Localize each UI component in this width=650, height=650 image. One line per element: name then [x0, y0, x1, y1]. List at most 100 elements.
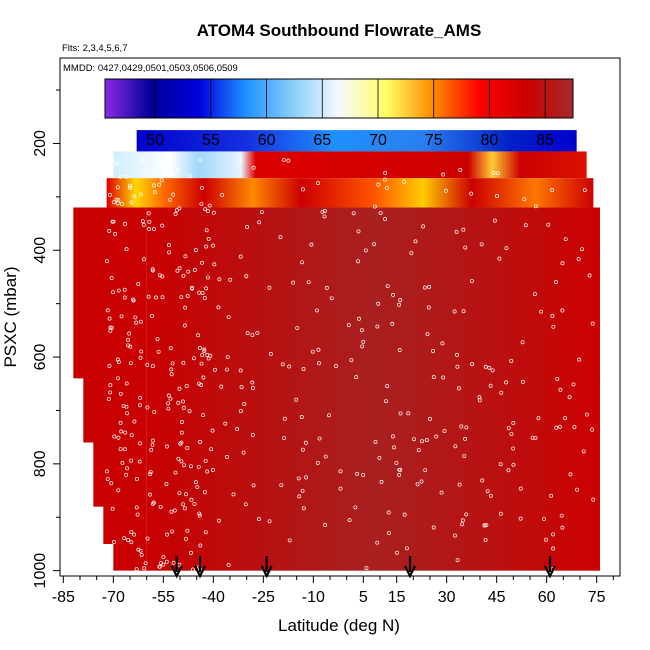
sample-point: [130, 297, 135, 302]
sample-point: [483, 364, 488, 369]
sample-point: [196, 464, 201, 469]
sample-point: [488, 383, 493, 388]
sample-point: [152, 190, 157, 195]
sample-point: [139, 552, 144, 557]
sample-point: [147, 226, 152, 231]
sample-point: [458, 168, 463, 172]
sample-point: [383, 217, 388, 221]
sample-point: [129, 200, 134, 205]
sample-point: [391, 292, 396, 297]
sample-point: [373, 439, 378, 444]
sample-point: [160, 223, 165, 228]
sample-point: [238, 409, 243, 414]
sample-point: [259, 210, 264, 214]
sample-point: [150, 501, 155, 506]
sample-point: [245, 331, 250, 336]
sample-point: [484, 523, 489, 528]
sample-point: [304, 475, 309, 480]
sample-point: [316, 347, 321, 352]
sample-point: [109, 481, 114, 486]
sample-point: [390, 321, 395, 326]
x-tick-label: 60: [538, 589, 556, 606]
sample-point: [425, 332, 430, 337]
sample-point: [126, 538, 130, 542]
sample-point: [518, 486, 523, 491]
sample-point: [455, 558, 460, 563]
sample-point: [197, 381, 201, 386]
sample-point: [231, 492, 236, 497]
sample-point: [138, 395, 143, 400]
sample-point: [322, 209, 327, 213]
sample-point: [461, 227, 466, 232]
sample-point: [402, 512, 407, 517]
sample-point: [189, 550, 193, 555]
sample-point: [199, 201, 204, 206]
sample-point: [452, 309, 457, 314]
sample-point: [169, 509, 174, 514]
sample-point: [108, 390, 113, 395]
sample-point: [172, 508, 177, 513]
sample-point: [487, 365, 492, 370]
sample-point: [504, 380, 509, 385]
sample-point: [199, 361, 204, 366]
sample-point: [560, 261, 565, 266]
sample-point: [113, 231, 118, 236]
chart-title: ATOM4 Southbound Flowrate_AMS: [197, 21, 482, 40]
sample-point: [301, 187, 305, 192]
sample-point: [495, 194, 499, 198]
sample-point: [122, 536, 127, 541]
sample-point: [323, 454, 328, 459]
sample-point: [546, 222, 551, 227]
sample-point: [132, 194, 137, 199]
colorbar-gradient: [104, 78, 574, 119]
sample-point: [109, 275, 114, 280]
sample-point: [324, 285, 329, 290]
sample-point: [182, 506, 187, 511]
sample-point: [395, 550, 399, 555]
sample-point: [201, 413, 206, 417]
sample-point: [460, 522, 464, 527]
sample-point: [185, 445, 190, 450]
sample-point: [198, 440, 203, 444]
sample-point: [223, 421, 228, 426]
sample-point: [185, 528, 190, 533]
sample-point: [536, 416, 541, 421]
sample-point: [128, 361, 133, 366]
sample-point: [118, 391, 123, 396]
sample-point: [303, 440, 308, 445]
sample-point: [141, 222, 146, 227]
sample-point: [522, 197, 527, 202]
sample-point: [463, 245, 468, 250]
sample-point: [379, 479, 384, 484]
sample-point: [244, 274, 249, 279]
sample-point: [394, 461, 399, 465]
sample-point: [204, 244, 209, 249]
x-axis-label: Latitude (deg N): [278, 616, 400, 635]
sample-point: [192, 501, 197, 506]
sample-point: [105, 308, 110, 313]
sample-point: [397, 302, 402, 307]
x-tick-label: 75: [588, 589, 606, 606]
sample-point: [169, 171, 174, 176]
sample-point: [509, 432, 514, 436]
sample-point: [179, 459, 184, 464]
sample-point: [182, 323, 187, 328]
sample-point: [251, 483, 256, 488]
sample-point: [167, 250, 172, 255]
sample-point: [364, 566, 369, 571]
sample-point: [168, 396, 173, 401]
sample-point: [220, 192, 225, 197]
sample-point: [118, 420, 123, 425]
sample-point: [152, 409, 157, 414]
sample-point: [295, 326, 300, 330]
sample-point: [509, 359, 514, 363]
sample-point: [386, 510, 391, 515]
sample-point: [563, 237, 568, 242]
sample-point: [152, 183, 156, 188]
sample-point: [187, 409, 192, 414]
sample-point: [216, 305, 221, 310]
sample-point: [199, 185, 204, 190]
sample-point: [454, 229, 459, 234]
sample-point: [116, 359, 121, 364]
sample-point: [464, 425, 469, 430]
